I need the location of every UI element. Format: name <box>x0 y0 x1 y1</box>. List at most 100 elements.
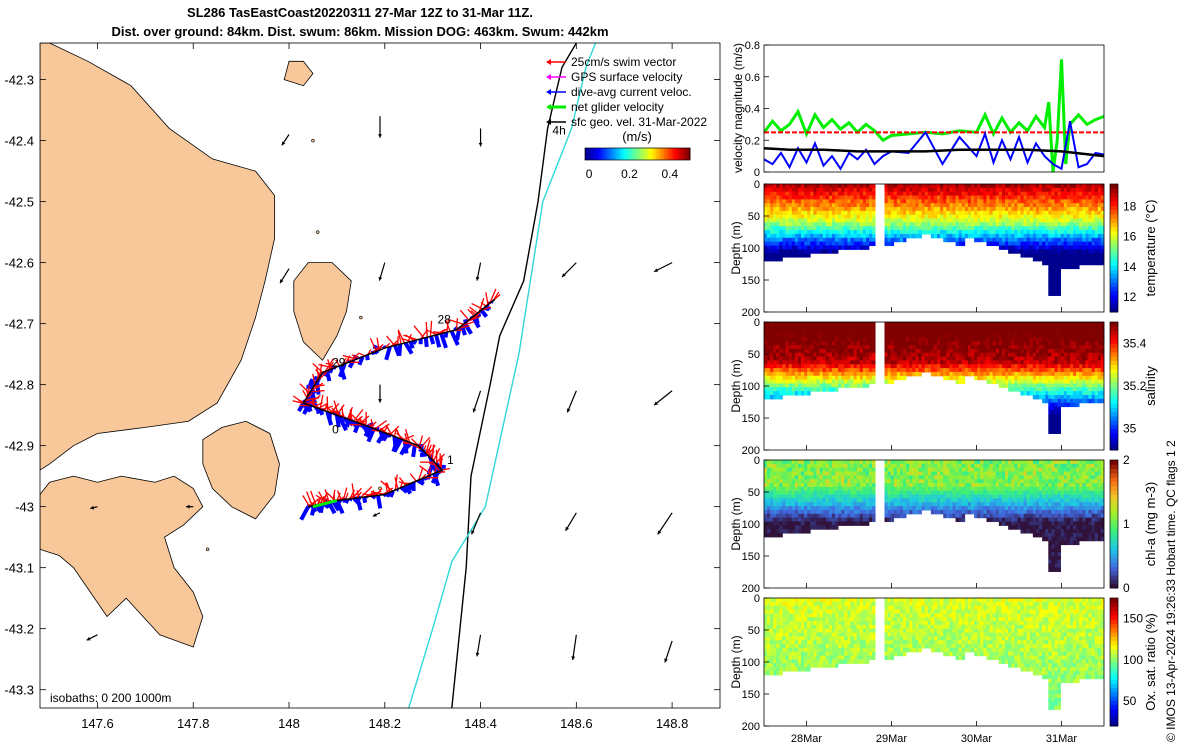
section-cell <box>964 226 969 231</box>
section-cell <box>788 325 793 331</box>
section-cell <box>872 329 876 335</box>
section-colorbar-cell <box>1110 339 1118 344</box>
section-y-tick-label: 200 <box>742 445 760 457</box>
section-colorbar-cell <box>1110 322 1118 327</box>
section-cell <box>763 364 768 369</box>
section-cell <box>791 494 796 499</box>
section-cell <box>1088 245 1092 250</box>
section-cell <box>974 322 978 327</box>
section-cell <box>1048 348 1052 354</box>
section-cell <box>1073 210 1077 216</box>
section-cell <box>1057 249 1061 254</box>
section-cell <box>801 475 805 480</box>
section-cell <box>946 356 950 361</box>
section-cell <box>1020 379 1024 385</box>
geo-velocity-arrow <box>472 390 482 413</box>
section-cell <box>967 329 972 335</box>
section-cell <box>776 203 780 208</box>
section-cell <box>1001 375 1006 381</box>
section-colorbar-cell <box>1110 243 1118 249</box>
section-cell <box>1048 245 1052 250</box>
section-cell <box>844 329 848 335</box>
section-colorbar-cell <box>1110 394 1118 400</box>
section-cell <box>1035 207 1040 212</box>
section-cell <box>1048 287 1052 293</box>
section-cell <box>782 475 786 480</box>
section-cell <box>933 329 938 335</box>
section-cell <box>822 356 827 361</box>
section-cell <box>1069 352 1074 358</box>
section-cell <box>763 222 768 227</box>
section-cell <box>1085 222 1089 227</box>
section-cell <box>822 237 827 243</box>
section-cell <box>788 387 793 392</box>
section-cell <box>1023 368 1027 373</box>
section-cell <box>822 214 827 220</box>
section-cell <box>992 345 997 350</box>
section-cell <box>1001 222 1006 227</box>
section-cell <box>853 195 857 200</box>
section-cell <box>1100 348 1105 354</box>
section-y-label: Depth (m) <box>729 221 743 274</box>
section-cell <box>1091 379 1095 385</box>
section-cell <box>782 483 786 488</box>
section-cell <box>1076 199 1080 204</box>
section-cell <box>1060 260 1065 266</box>
section-cell <box>825 249 830 254</box>
section-cell <box>1001 325 1006 331</box>
section-cell <box>816 195 820 200</box>
section-y-tick-label: 150 <box>742 413 760 425</box>
section-cell <box>835 345 839 350</box>
section-cell <box>810 329 814 335</box>
section-cell <box>797 483 802 488</box>
section-cell <box>1048 222 1052 227</box>
section-cell <box>797 203 802 208</box>
section-cell <box>909 352 913 358</box>
section-cell <box>773 391 777 396</box>
section-cell <box>1051 368 1055 373</box>
section-cell <box>1001 356 1006 361</box>
section-cell <box>1008 226 1012 231</box>
section-cell <box>788 498 793 503</box>
section-cell <box>788 348 793 354</box>
section-cell <box>937 226 941 231</box>
section-cell <box>903 187 907 193</box>
section-cell <box>971 207 975 212</box>
section-cell <box>770 329 774 335</box>
section-cell <box>1005 210 1009 216</box>
section-cell <box>810 191 814 197</box>
section-cell <box>1017 245 1021 250</box>
section-cell <box>974 333 978 338</box>
section-cell <box>930 371 935 377</box>
section-cell <box>921 184 925 189</box>
section-cell <box>816 467 820 473</box>
section-cell <box>1097 245 1102 250</box>
section-cell <box>869 341 873 346</box>
section-cell <box>1029 233 1034 239</box>
section-cell <box>912 233 916 239</box>
section-cell <box>869 325 873 331</box>
section-cell <box>1014 325 1018 331</box>
map-colorbar-cell <box>627 148 631 160</box>
section-cell <box>1079 398 1083 404</box>
section-cell <box>1063 241 1068 247</box>
section-cell <box>1073 345 1077 350</box>
section-cell <box>816 471 820 476</box>
section-cell <box>971 352 975 358</box>
section-cell <box>831 187 836 193</box>
section-cell <box>884 203 888 208</box>
section-cell <box>791 364 796 369</box>
swim-vector <box>426 444 432 455</box>
section-y-tick-label: 0 <box>754 179 760 191</box>
section-cell <box>794 352 799 358</box>
section-cell <box>804 210 808 216</box>
section-cell <box>1066 368 1071 373</box>
section-cell <box>859 237 864 243</box>
section-cell <box>835 387 839 392</box>
section-cell <box>1063 375 1068 381</box>
section-cell <box>794 348 799 354</box>
section-cell <box>872 237 876 243</box>
section-cell <box>828 494 833 499</box>
section-cell <box>961 345 966 350</box>
section-cell <box>807 191 811 197</box>
